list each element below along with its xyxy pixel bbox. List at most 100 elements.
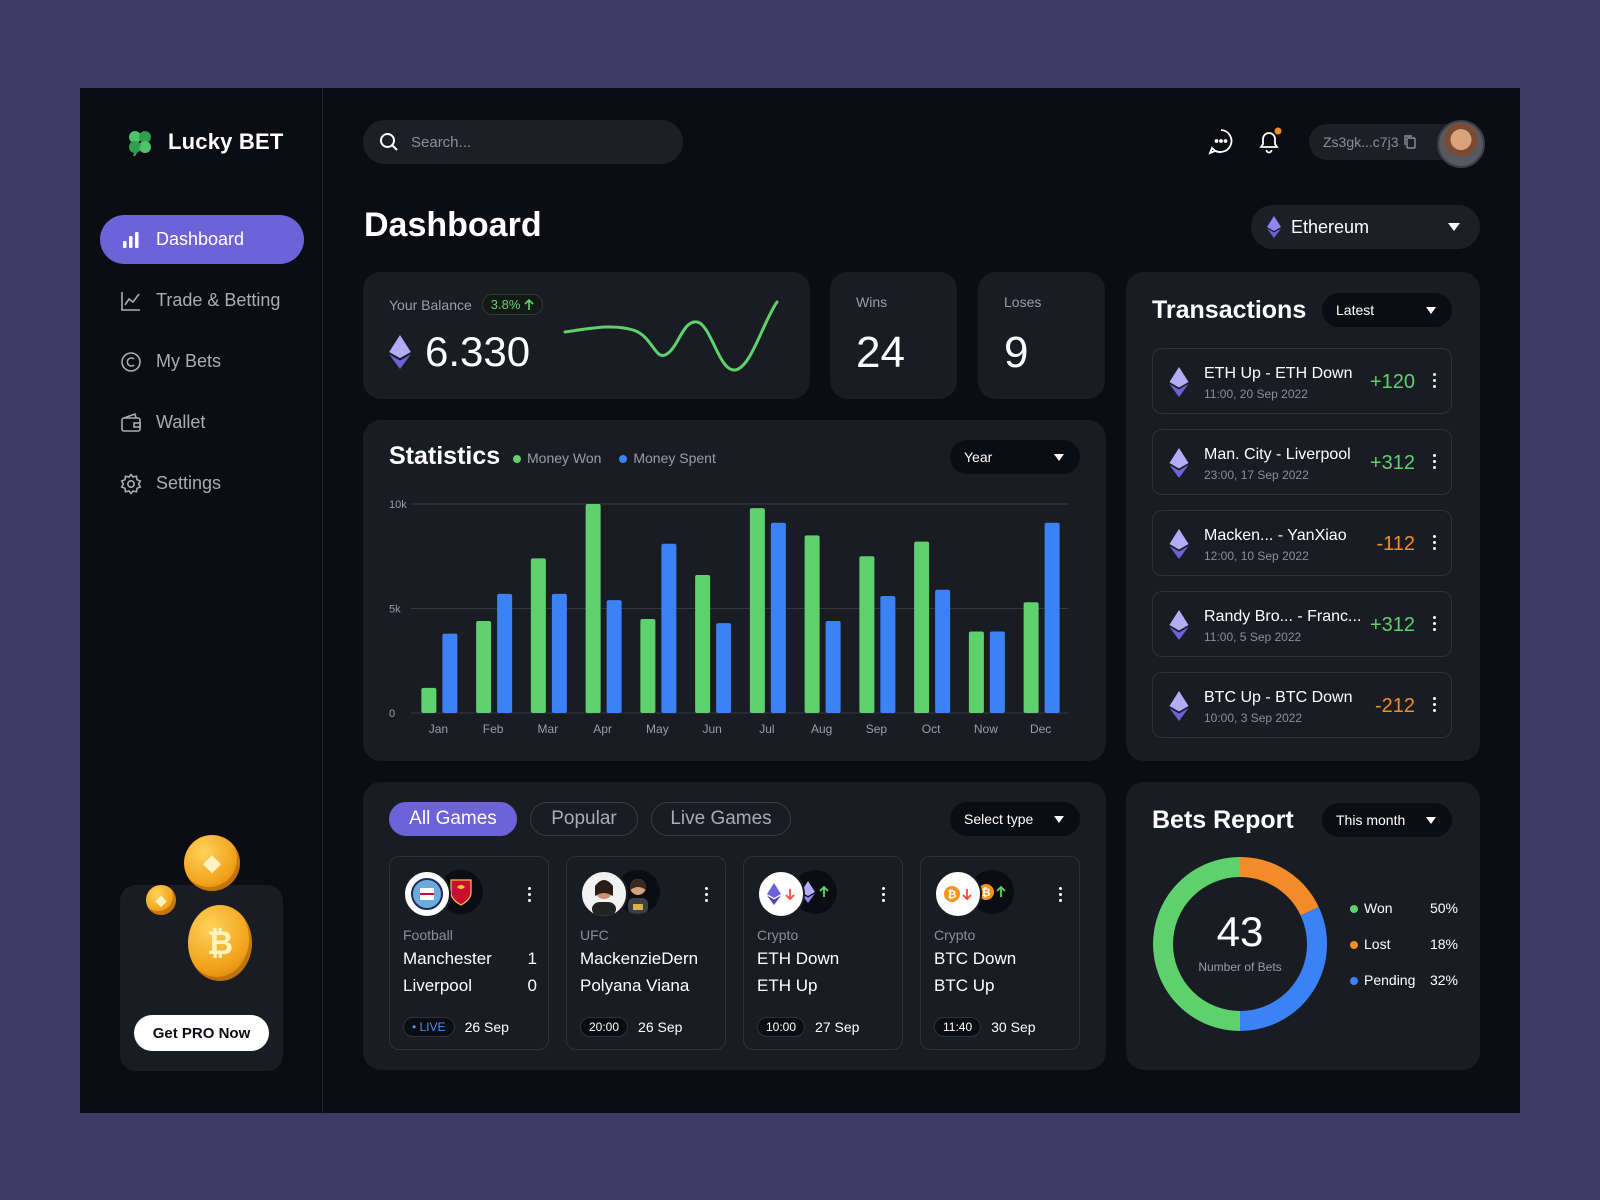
game-type-select[interactable]: Select type bbox=[950, 802, 1080, 836]
x-tick-label: Apr bbox=[593, 722, 612, 736]
game-date: 27 Sep bbox=[815, 1019, 860, 1035]
game-type: Select type bbox=[964, 811, 1034, 827]
statistics-legend: Money Won Money Spent bbox=[513, 450, 716, 466]
bar-money-won-apr[interactable] bbox=[585, 504, 601, 713]
logo[interactable]: Lucky BET bbox=[124, 126, 284, 158]
get-pro-button[interactable]: Get PRO Now bbox=[134, 1015, 269, 1051]
x-tick-label: Jul bbox=[759, 722, 774, 736]
transactions-filter-select[interactable]: Latest bbox=[1322, 293, 1452, 327]
more-options-icon[interactable] bbox=[1059, 887, 1063, 902]
option-name: ETH Down bbox=[757, 949, 840, 968]
sidebar-item-wallet[interactable]: Wallet bbox=[100, 398, 304, 447]
bar-money-won-oct[interactable] bbox=[914, 541, 930, 713]
avatar[interactable] bbox=[1437, 120, 1485, 168]
transaction-time: 11:00, 20 Sep 2022 bbox=[1204, 387, 1308, 401]
bar-money-spent-jan[interactable] bbox=[442, 633, 458, 713]
transaction-item[interactable]: Macken... - YanXiao 12:00, 10 Sep 2022 -11… bbox=[1152, 510, 1452, 576]
statistics-period-select[interactable]: Year bbox=[950, 440, 1080, 474]
time-badge: 20:00 bbox=[580, 1017, 629, 1037]
legend-percent: 50% bbox=[1429, 900, 1458, 916]
option-name: ETH Up bbox=[757, 976, 818, 995]
app-frame: Lucky BET Dashboard Trade & Betting My B… bbox=[80, 88, 1520, 1113]
bar-money-spent-oct[interactable] bbox=[935, 589, 951, 713]
bar-money-won-now[interactable] bbox=[968, 631, 984, 713]
bar-money-won-jan[interactable] bbox=[421, 687, 437, 713]
donut-segment-won[interactable] bbox=[1153, 857, 1241, 1031]
tab-popular[interactable]: Popular bbox=[530, 802, 638, 836]
bar-money-spent-apr[interactable] bbox=[606, 600, 622, 713]
ethereum-icon bbox=[1169, 529, 1189, 559]
y-tick-label: 0 bbox=[389, 708, 395, 720]
sidebar-item-settings[interactable]: Settings bbox=[100, 459, 304, 508]
team-score: 0 bbox=[527, 976, 537, 995]
bar-money-won-may[interactable] bbox=[640, 618, 656, 713]
bar-money-won-jul[interactable] bbox=[749, 508, 765, 713]
x-tick-label: Oct bbox=[922, 722, 941, 736]
bar-money-won-mar[interactable] bbox=[530, 558, 546, 713]
ethereum-icon bbox=[1169, 691, 1189, 721]
bar-money-won-feb[interactable] bbox=[476, 621, 492, 713]
tab-all-games[interactable]: All Games bbox=[389, 802, 517, 836]
bets-report-period-select[interactable]: This month bbox=[1322, 803, 1452, 837]
sidebar-item-trade-betting[interactable]: Trade & Betting bbox=[100, 276, 304, 325]
game-card-ufc[interactable]: UFC MackenzieDern Polyana Viana 20:00 26… bbox=[566, 856, 726, 1050]
sidebar-item-label: Dashboard bbox=[156, 229, 245, 249]
sidebar: Lucky BET Dashboard Trade & Betting My B… bbox=[80, 88, 323, 1113]
game-fighter-icons bbox=[580, 870, 670, 918]
bar-money-spent-mar[interactable] bbox=[551, 593, 567, 713]
notification-dot bbox=[1274, 127, 1282, 135]
sidebar-item-label: Settings bbox=[156, 473, 222, 493]
x-tick-label: Feb bbox=[483, 722, 504, 736]
game-category: Crypto bbox=[757, 927, 799, 943]
more-options-icon[interactable] bbox=[1433, 616, 1437, 631]
search-input[interactable] bbox=[409, 132, 653, 152]
bar-money-spent-jul[interactable] bbox=[770, 522, 786, 713]
page-title: Dashboard bbox=[364, 206, 542, 244]
balance-label: Your Balance bbox=[389, 296, 472, 313]
bar-money-spent-aug[interactable] bbox=[825, 621, 841, 713]
bar-money-spent-now[interactable] bbox=[989, 631, 1005, 713]
bar-money-spent-jun[interactable] bbox=[716, 623, 732, 713]
transaction-item[interactable]: ETH Up - ETH Down 11:00, 20 Sep 2022 +120 bbox=[1152, 348, 1452, 414]
copy-icon[interactable] bbox=[1404, 135, 1417, 149]
app-name: Lucky BET bbox=[168, 129, 284, 154]
bar-money-won-sep[interactable] bbox=[859, 556, 875, 713]
more-options-icon[interactable] bbox=[1433, 373, 1437, 388]
sidebar-item-dashboard[interactable]: Dashboard bbox=[100, 215, 304, 264]
more-options-icon[interactable] bbox=[528, 887, 532, 902]
bar-money-spent-feb[interactable] bbox=[497, 593, 513, 713]
currency-label: Ethereum bbox=[1291, 216, 1370, 237]
more-options-icon[interactable] bbox=[1433, 697, 1437, 712]
bar-money-spent-dec[interactable] bbox=[1044, 522, 1060, 713]
bar-money-won-jun[interactable] bbox=[695, 575, 711, 713]
game-fighter-2: Polyana Viana bbox=[580, 976, 714, 996]
tab-live-games[interactable]: Live Games bbox=[651, 802, 791, 836]
bar-money-won-aug[interactable] bbox=[804, 535, 820, 713]
game-option-1: BTC Down bbox=[934, 949, 1068, 969]
bar-money-won-dec[interactable] bbox=[1023, 602, 1039, 713]
more-options-icon[interactable] bbox=[1433, 454, 1437, 469]
donut-segment-pending[interactable] bbox=[1239, 906, 1327, 1031]
bar-money-spent-may[interactable] bbox=[661, 543, 677, 713]
game-card-football[interactable]: Football Manchester 1 Liverpool 0 • LIVE 2… bbox=[389, 856, 549, 1050]
bell-icon[interactable] bbox=[1254, 126, 1284, 156]
currency-select[interactable]: Ethereum bbox=[1251, 205, 1480, 249]
ethereum-icon bbox=[1169, 367, 1189, 397]
chat-icon[interactable] bbox=[1206, 126, 1236, 156]
bets-report-title: Bets Report bbox=[1152, 806, 1294, 834]
sidebar-item-my-bets[interactable]: My Bets bbox=[100, 337, 304, 386]
transaction-item[interactable]: BTC Up - BTC Down 10:00, 3 Sep 2022 -212 bbox=[1152, 672, 1452, 738]
transaction-item[interactable]: Randy Bro... - Franc... 11:00, 5 Sep 2022… bbox=[1152, 591, 1452, 657]
game-card-crypto-eth[interactable]: Crypto ETH Down ETH Up 10:00 27 Sep bbox=[743, 856, 903, 1050]
sidebar-nav: Dashboard Trade & Betting My Bets Wallet… bbox=[100, 215, 304, 520]
transaction-item[interactable]: Man. City - Liverpool 23:00, 17 Sep 2022 +… bbox=[1152, 429, 1452, 495]
y-tick-label: 5k bbox=[389, 604, 401, 616]
game-card-crypto-btc[interactable]: ₿ ₿ Crypto BTC Down BTC Up 11:40 30 Sep bbox=[920, 856, 1080, 1050]
more-options-icon[interactable] bbox=[1433, 535, 1437, 550]
transaction-title: Randy Bro... - Franc... bbox=[1204, 608, 1362, 625]
line-chart-icon bbox=[121, 291, 140, 311]
more-options-icon[interactable] bbox=[882, 887, 886, 902]
more-options-icon[interactable] bbox=[705, 887, 709, 902]
donut-segment-lost[interactable] bbox=[1239, 857, 1319, 916]
bar-money-spent-sep[interactable] bbox=[880, 595, 896, 713]
